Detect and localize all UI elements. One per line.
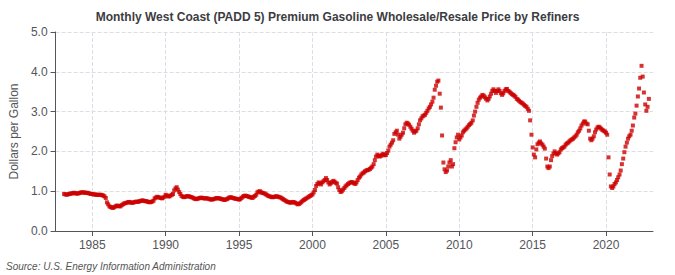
svg-text:2020: 2020 [593, 238, 620, 252]
svg-text:Dollars per Gallon: Dollars per Gallon [7, 83, 21, 179]
svg-text:5.0: 5.0 [31, 25, 48, 39]
svg-text:1995: 1995 [226, 238, 253, 252]
svg-text:Monthly West Coast (PADD 5) Pr: Monthly West Coast (PADD 5) Premium Gaso… [96, 10, 580, 24]
svg-text:2015: 2015 [519, 238, 546, 252]
svg-text:0.0: 0.0 [31, 224, 48, 238]
svg-text:3.0: 3.0 [31, 105, 48, 119]
svg-text:4.0: 4.0 [31, 65, 48, 79]
svg-text:Source: U.S. Energy Informatio: Source: U.S. Energy Information Administ… [6, 261, 216, 272]
svg-text:2000: 2000 [299, 238, 326, 252]
svg-text:1990: 1990 [152, 238, 179, 252]
svg-text:2.0: 2.0 [31, 144, 48, 158]
svg-text:1985: 1985 [79, 238, 106, 252]
svg-text:1.0: 1.0 [31, 184, 48, 198]
svg-text:2005: 2005 [372, 238, 399, 252]
svg-text:2010: 2010 [446, 238, 473, 252]
